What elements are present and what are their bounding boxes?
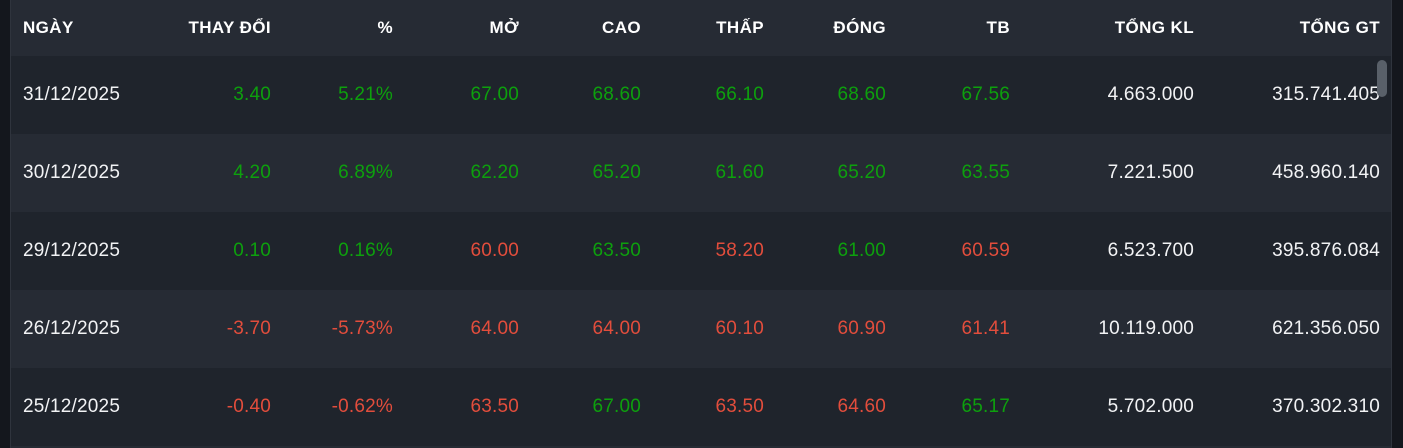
cell-open: 63.50 (470, 396, 519, 417)
cell-percent: -0.62% (331, 396, 393, 417)
cell-date: 29/12/2025 (23, 240, 121, 261)
cell-low: 63.50 (715, 396, 764, 417)
cell-low: 66.10 (715, 84, 764, 105)
cell-close: 60.90 (837, 318, 886, 339)
cell-date: 31/12/2025 (23, 84, 121, 105)
cell-open: 67.00 (470, 84, 519, 105)
cell-close: 64.60 (837, 396, 886, 417)
col-header-open[interactable]: MỞ (489, 18, 519, 37)
cell-high: 63.50 (592, 240, 641, 261)
cell-close: 68.60 (837, 84, 886, 105)
cell-open: 64.00 (470, 318, 519, 339)
cell-average: 60.59 (961, 240, 1010, 261)
cell-high: 68.60 (592, 84, 641, 105)
table-row[interactable]: 30/12/2025 4.20 6.89% 62.20 65.20 61.60 … (11, 134, 1391, 212)
cell-change: -0.40 (226, 396, 271, 417)
stock-daily-table: NGÀY THAY ĐỔI % MỞ CAO THẤP ĐÓNG TB TỔNG… (11, 0, 1391, 446)
table-row[interactable]: 29/12/2025 0.10 0.16% 60.00 63.50 58.20 … (11, 212, 1391, 290)
cell-total-volume: 10.119.000 (1098, 318, 1194, 339)
col-header-date[interactable]: NGÀY (23, 18, 74, 37)
cell-total-value: 370.302.310 (1272, 396, 1380, 417)
cell-total-volume: 7.221.500 (1107, 162, 1194, 183)
cell-total-value: 315.741.405 (1272, 84, 1380, 105)
col-header-average[interactable]: TB (986, 18, 1010, 37)
cell-average: 65.17 (961, 396, 1010, 417)
vertical-scrollbar-thumb[interactable] (1377, 60, 1387, 97)
cell-total-volume: 6.523.700 (1107, 240, 1194, 261)
col-header-percent[interactable]: % (377, 18, 393, 37)
cell-average: 61.41 (961, 318, 1010, 339)
cell-percent: -5.73% (331, 318, 393, 339)
cell-close: 65.20 (837, 162, 886, 183)
cell-average: 63.55 (961, 162, 1010, 183)
cell-open: 60.00 (470, 240, 519, 261)
cell-low: 61.60 (715, 162, 764, 183)
cell-change: 0.10 (233, 240, 271, 261)
cell-average: 67.56 (961, 84, 1010, 105)
cell-high: 64.00 (592, 318, 641, 339)
cell-high: 65.20 (592, 162, 641, 183)
cell-high: 67.00 (592, 396, 641, 417)
table-row[interactable]: 26/12/2025 -3.70 -5.73% 64.00 64.00 60.1… (11, 290, 1391, 368)
col-header-change[interactable]: THAY ĐỔI (188, 18, 271, 37)
table-row[interactable]: 25/12/2025 -0.40 -0.62% 63.50 67.00 63.5… (11, 368, 1391, 446)
cell-percent: 5.21% (338, 84, 393, 105)
cell-date: 25/12/2025 (23, 396, 121, 417)
cell-date: 30/12/2025 (23, 162, 121, 183)
col-header-total-volume[interactable]: TỔNG KL (1114, 18, 1194, 37)
cell-total-value: 395.876.084 (1272, 240, 1380, 261)
col-header-low[interactable]: THẤP (716, 18, 764, 37)
cell-open: 62.20 (470, 162, 519, 183)
cell-close: 61.00 (837, 240, 886, 261)
price-history-table: NGÀY THAY ĐỔI % MỞ CAO THẤP ĐÓNG TB TỔNG… (10, 0, 1392, 448)
col-header-total-value[interactable]: TỔNG GT (1299, 18, 1380, 37)
cell-total-value: 458.960.140 (1272, 162, 1380, 183)
cell-percent: 0.16% (338, 240, 393, 261)
cell-date: 26/12/2025 (23, 318, 121, 339)
cell-low: 60.10 (715, 318, 764, 339)
header-row: NGÀY THAY ĐỔI % MỞ CAO THẤP ĐÓNG TB TỔNG… (11, 0, 1391, 56)
cell-change: 4.20 (233, 162, 271, 183)
cell-low: 58.20 (715, 240, 764, 261)
cell-total-volume: 5.702.000 (1107, 396, 1194, 417)
cell-total-value: 621.356.050 (1272, 318, 1380, 339)
col-header-close[interactable]: ĐÓNG (833, 18, 886, 37)
cell-percent: 6.89% (338, 162, 393, 183)
col-header-high[interactable]: CAO (602, 18, 641, 37)
cell-change: -3.70 (226, 318, 271, 339)
cell-total-volume: 4.663.000 (1107, 84, 1194, 105)
cell-change: 3.40 (233, 84, 271, 105)
table-row[interactable]: 31/12/2025 3.40 5.21% 67.00 68.60 66.10 … (11, 56, 1391, 134)
